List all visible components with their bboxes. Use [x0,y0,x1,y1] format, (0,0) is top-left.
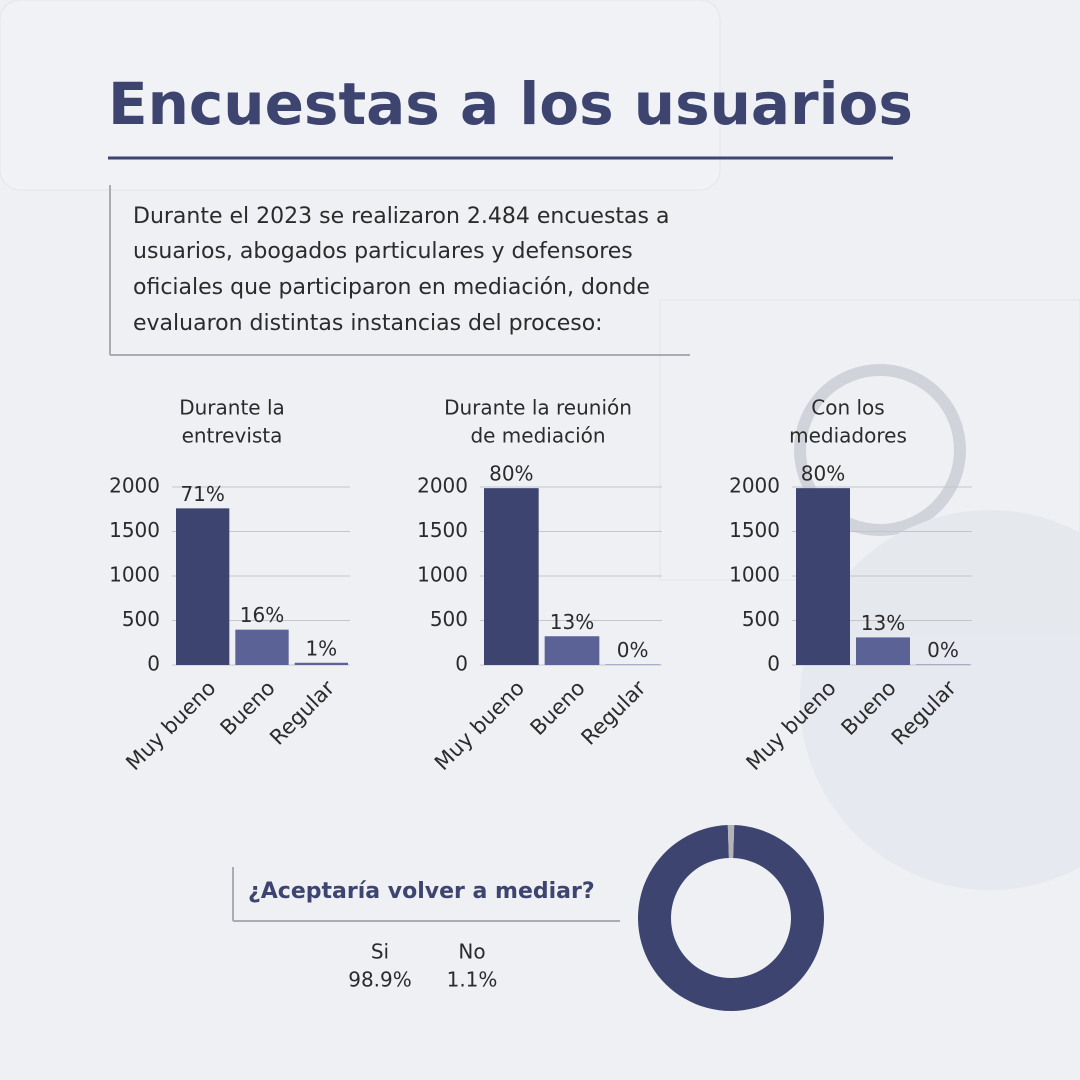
y-tick-label: 1500 [109,518,160,542]
y-tick-label: 2000 [729,474,780,498]
chart-title: de mediación [470,424,605,448]
bar [294,662,348,665]
legend-label: Si [371,940,389,964]
y-tick-label: 2000 [109,474,160,498]
donut-slice [638,825,824,1011]
chart-title: Durante la reunión [444,396,632,420]
bar [484,488,539,665]
y-tick-label: 1500 [729,518,780,542]
y-tick-label: 1500 [417,518,468,542]
bar [176,508,230,665]
value-label: 1% [305,636,337,660]
y-tick-label: 500 [742,607,780,631]
y-tick-label: 2000 [417,474,468,498]
y-tick-label: 1000 [109,563,160,587]
chart-title: Con los [811,396,884,420]
y-tick-label: 0 [147,652,160,676]
intro-line: evaluaron distintas instancias del proce… [133,311,603,336]
y-tick-label: 500 [122,607,160,631]
value-label: 98.9% [348,968,412,992]
bar [544,636,600,665]
value-label: 13% [861,611,905,635]
value-label: 1.1% [447,968,498,992]
y-tick-label: 0 [767,652,780,676]
chart-title: entrevista [182,424,283,448]
y-tick-label: 500 [430,607,468,631]
y-tick-label: 1000 [729,563,780,587]
legend-label: No [458,940,485,964]
value-label: 0% [617,638,649,662]
y-tick-label: 0 [455,652,468,676]
intro-line: oficiales que participaron en mediación,… [133,275,650,300]
value-label: 13% [550,610,594,634]
chart-title: mediadores [789,424,907,448]
bar [796,488,850,665]
value-label: 80% [801,462,845,486]
bar [856,637,910,665]
intro-line: Durante el 2023 se realizaron 2.484 encu… [133,204,669,229]
value-label: 16% [240,603,284,627]
y-tick-label: 1000 [417,563,468,587]
value-label: 71% [180,482,224,506]
chart-title: ¿Aceptaría volver a mediar? [248,879,595,904]
bar [235,629,289,665]
page-title: Encuestas a los usuarios [108,70,913,138]
intro-line: usuarios, abogados particulares y defens… [133,239,633,264]
chart-title: Durante la [179,396,285,420]
decor [0,0,1080,581]
value-label: 80% [489,462,533,486]
donut-slice [727,825,735,859]
value-label: 0% [927,638,959,662]
